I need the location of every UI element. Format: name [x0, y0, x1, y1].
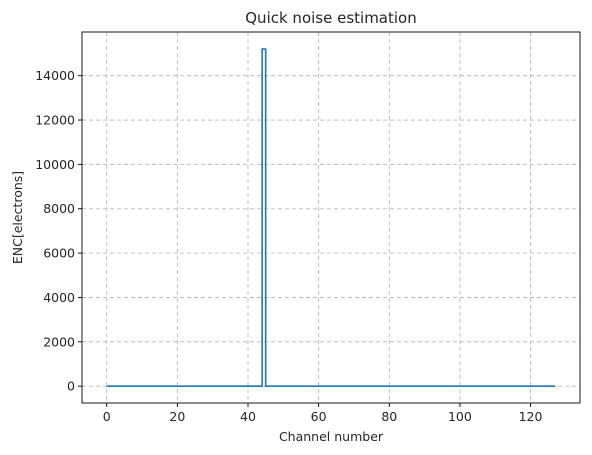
x-axis-ticks: 0 20 40 60 80 100 120: [103, 403, 543, 424]
y-tick-label: 10000: [35, 157, 75, 172]
y-tick-label: 2000: [43, 334, 75, 349]
x-tick-label: 60: [311, 409, 327, 424]
series-layer: [106, 48, 556, 387]
grid: [82, 32, 580, 403]
y-tick-label: 6000: [43, 246, 75, 261]
x-axis-label: Channel number: [279, 429, 384, 444]
x-tick-label: 20: [169, 409, 185, 424]
y-tick-label: 0: [67, 379, 75, 394]
x-tick-label: 80: [381, 409, 397, 424]
y-tick-label: 12000: [35, 113, 75, 128]
x-tick-label: 0: [103, 409, 111, 424]
series-line: [106, 48, 556, 387]
y-tick-label: 8000: [43, 201, 75, 216]
x-tick-label: 120: [519, 409, 543, 424]
y-tick-label: 14000: [35, 68, 75, 83]
axes-frame: [81, 31, 581, 404]
y-axis-label: ENC[electrons]: [10, 171, 25, 264]
chart-title: Quick noise estimation: [245, 9, 416, 27]
x-tick-label: 40: [240, 409, 256, 424]
y-axis-ticks: 0 2000 4000 6000 8000 10000 12000 14000: [35, 68, 82, 394]
x-tick-label: 100: [448, 409, 472, 424]
y-tick-label: 4000: [43, 290, 75, 305]
